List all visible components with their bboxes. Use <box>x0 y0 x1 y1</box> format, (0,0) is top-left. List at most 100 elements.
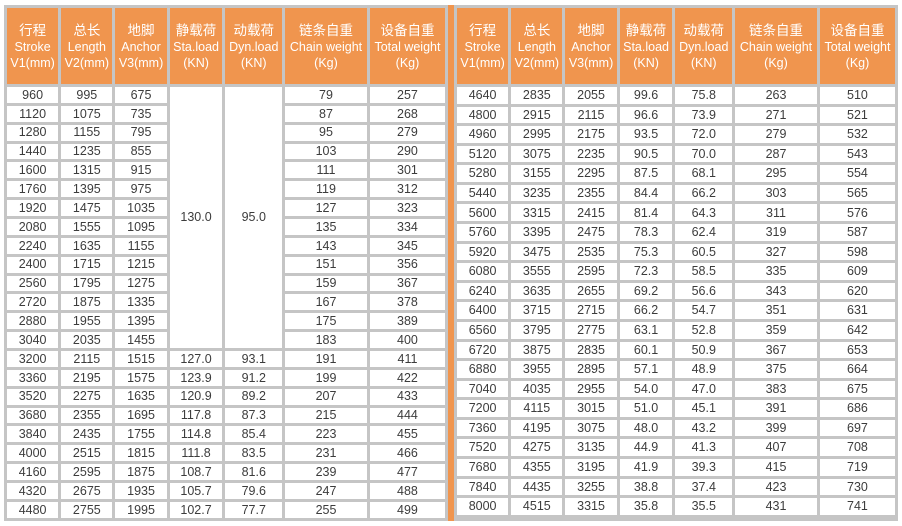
table-row: 1120 1075 735 87 268 <box>7 105 445 122</box>
table-cell-anchor: 2475 <box>565 224 617 241</box>
table-cell-stroke: 1600 <box>7 162 59 179</box>
table-cell-chain-weight: 407 <box>735 439 817 456</box>
column-header-chain-weight-en-label: Chain weight <box>739 39 813 54</box>
table-cell-anchor: 2955 <box>565 380 617 398</box>
table-cell-total-weight: 466 <box>369 445 445 462</box>
table-cell-chain-weight: 231 <box>285 445 367 462</box>
spec-table-frame: 行程 Stroke V1(mm) 总长 Length V2(mm) 地脚 Anchor V3(m… <box>4 5 898 521</box>
column-header-length-en-label: Length <box>517 39 556 54</box>
table-cell-total-weight: 312 <box>369 181 445 198</box>
column-header-anchor: 地脚 Anchor V3(mm) <box>565 8 617 84</box>
column-header-anchor-cn-label: 地脚 <box>577 22 605 38</box>
table-cell-chain-weight: 223 <box>285 426 367 443</box>
table-cell-stroke: 4480 <box>7 501 59 518</box>
table-cell-length: 3395 <box>511 224 563 241</box>
table-cell-stroke: 2080 <box>7 219 59 235</box>
table-cell-chain-weight: 431 <box>735 498 817 515</box>
table-cell-dyn-load: 50.9 <box>675 341 733 359</box>
table-cell-stroke: 2720 <box>7 294 59 311</box>
table-cell-dyn-load: 91.2 <box>225 369 283 386</box>
table-row: 5440 3235 2355 84.4 66.2 303 565 <box>457 184 895 202</box>
table-cell-total-weight: 290 <box>369 143 445 160</box>
column-header-dyn-load: 动载荷 Dyn.load (KN) <box>225 8 283 84</box>
table-cell-length: 4275 <box>511 439 563 456</box>
table-cell-stroke: 3680 <box>7 407 59 424</box>
table-cell-stroke: 7360 <box>457 419 509 437</box>
table-cell-stroke: 7040 <box>457 380 509 398</box>
table-cell-dyn-load: 89.2 <box>225 388 283 405</box>
table-cell-anchor: 795 <box>115 124 167 141</box>
column-header-anchor-unit-label: V3(mm) <box>568 55 614 70</box>
table-cell-length: 2595 <box>61 464 113 481</box>
table-cell-stroke: 3360 <box>7 369 59 386</box>
table-cell-length: 2435 <box>61 426 113 443</box>
table-cell-dyn-load: 66.2 <box>675 184 733 202</box>
table-cell-total-weight: 279 <box>369 124 445 141</box>
column-header-total-weight-cn-label: 设备自重 <box>830 22 885 38</box>
table-cell-dyn-load: 60.5 <box>675 243 733 261</box>
table-cell-total-weight: 499 <box>369 501 445 518</box>
table-cell-length: 1795 <box>61 275 113 292</box>
table-cell-stroke: 6240 <box>457 282 509 300</box>
table-cell-anchor: 2175 <box>565 126 617 143</box>
table-row: 3520 2275 1635 120.9 89.2 207 433 <box>7 388 445 405</box>
table-cell-anchor: 2715 <box>565 302 617 319</box>
table-row: 7840 4435 3255 38.8 37.4 423 730 <box>457 478 895 496</box>
table-cell-length: 4195 <box>511 419 563 437</box>
column-header-sta-load-en-label: Sta.load <box>173 39 219 54</box>
table-cell-dyn-load: 70.0 <box>675 145 733 163</box>
table-cell-dyn-load: 93.1 <box>225 351 283 367</box>
table-cell-chain-weight: 255 <box>285 501 367 518</box>
table-cell-stroke: 3040 <box>7 332 59 349</box>
column-header-dyn-load-unit-label: (KN) <box>240 55 267 70</box>
table-cell-total-weight: 554 <box>819 165 895 182</box>
column-header-anchor: 地脚 Anchor V3(mm) <box>115 8 167 84</box>
table-cell-anchor: 2655 <box>565 282 617 300</box>
table-cell-total-weight: 301 <box>369 162 445 179</box>
table-cell-length: 3635 <box>511 282 563 300</box>
column-header-stroke-en-label: Stroke <box>464 39 501 54</box>
table-row: 1600 1315 915 111 301 <box>7 162 445 179</box>
table-row: 3360 2195 1575 123.9 91.2 199 422 <box>7 369 445 386</box>
table-cell-length: 1395 <box>61 181 113 198</box>
table-cell-length: 3475 <box>511 243 563 261</box>
column-header-stroke-cn-label: 行程 <box>469 22 497 38</box>
column-header-chain-weight: 链条自重 Chain weight (Kg) <box>735 8 817 84</box>
table-row: 6720 3875 2835 60.1 50.9 367 653 <box>457 341 895 359</box>
table-row: 2720 1875 1335 167 378 <box>7 294 445 311</box>
column-header-total-weight-en-label: Total weight <box>824 39 891 54</box>
table-row: 5600 3315 2415 81.4 64.3 311 576 <box>457 204 895 222</box>
column-header-total-weight-unit-label: (Kg) <box>395 55 420 70</box>
table-cell-anchor: 735 <box>115 105 167 122</box>
table-cell-stroke: 5440 <box>457 184 509 202</box>
table-cell-anchor: 1155 <box>115 237 167 254</box>
table-row: 4960 2995 2175 93.5 72.0 279 532 <box>457 126 895 143</box>
column-header-anchor-cn-label: 地脚 <box>127 22 155 38</box>
table-cell-stroke: 3200 <box>7 351 59 367</box>
table-cell-total-weight: 719 <box>819 458 895 476</box>
table-row: 2400 1715 1215 151 356 <box>7 256 445 273</box>
table-cell-chain-weight: 111 <box>285 162 367 179</box>
table-cell-length: 3795 <box>511 321 563 339</box>
column-header-length-cn-label: 总长 <box>73 22 101 38</box>
table-cell-total-weight: 620 <box>819 282 895 300</box>
table-cell-dyn-load: 68.1 <box>675 165 733 182</box>
table-cell-anchor: 2895 <box>565 361 617 378</box>
table-cell-length: 2755 <box>61 501 113 518</box>
table-cell-length: 1155 <box>61 124 113 141</box>
table-row: 4480 2755 1995 102.7 77.7 255 499 <box>7 501 445 518</box>
table-cell-anchor: 2235 <box>565 145 617 163</box>
table-cell-chain-weight: 375 <box>735 361 817 378</box>
table-cell-anchor: 2595 <box>565 263 617 280</box>
table-cell-stroke: 4320 <box>7 483 59 499</box>
spec-table-right: 行程 Stroke V1(mm) 总长 Length V2(mm) 地脚 Anchor V3(m… <box>454 5 898 521</box>
table-cell-sta-load: 78.3 <box>619 224 673 241</box>
table-cell-anchor: 1755 <box>115 426 167 443</box>
table-cell-dyn-load: 75.8 <box>675 87 733 104</box>
column-header-dyn-load-en-label: Dyn.load <box>229 39 279 54</box>
table-cell-anchor: 3255 <box>565 478 617 496</box>
column-header-anchor-unit-label: V3(mm) <box>118 55 164 70</box>
table-cell-chain-weight: 191 <box>285 351 367 367</box>
table-cell-total-weight: 356 <box>369 256 445 273</box>
table-cell-dyn-load: 81.6 <box>225 464 283 481</box>
